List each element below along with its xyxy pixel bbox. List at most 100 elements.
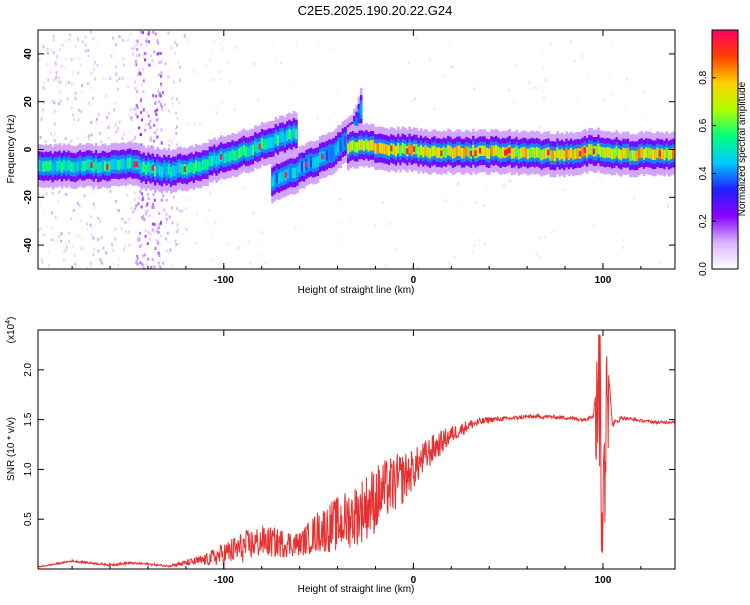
spectrogram-ridge-cell (172, 165, 175, 176)
spectrogram-ridge-cell (287, 168, 290, 179)
spectrogram-cell (39, 203, 42, 207)
spectrogram-cell (271, 43, 274, 47)
spectrogram-cell (172, 195, 175, 199)
spectrogram-cell (91, 233, 93, 237)
spectrogram-cell (157, 41, 159, 45)
spectrogram-ridge-cell (307, 157, 311, 169)
spectrogram-ridge-cell (347, 143, 350, 155)
spectrogram-ridge-cell (497, 146, 500, 158)
spectrogram-cell (54, 71, 57, 75)
spectrogram-ridge-cell (222, 152, 225, 164)
spectrogram-cell (108, 122, 110, 126)
spectrogram-ridge-cell (309, 156, 313, 168)
spectrogram-ridge-cell (325, 150, 329, 161)
spectrogram-cell (141, 267, 144, 269)
spectrogram-cell (154, 94, 157, 98)
spectrogram-cell (91, 187, 94, 191)
spectrogram-cell (538, 256, 541, 260)
spectrogram-ridge-cell (144, 164, 148, 175)
spectrogram-cell (158, 51, 161, 55)
spectrogram-cell (179, 209, 182, 213)
spectrogram-cell (129, 108, 132, 111)
spectrogram-cell (40, 116, 43, 120)
spectrogram-cell (73, 118, 76, 122)
spectrogram-cell (136, 115, 139, 119)
spectrogram-ridge-cell (274, 133, 278, 144)
spectrogram-ridge-cell (341, 137, 345, 148)
spectrogram-ridge-cell (286, 130, 289, 141)
spectrogram-cell (659, 261, 662, 265)
spectrogram-cell (159, 74, 162, 78)
spectrogram-cell (185, 228, 188, 232)
spectrogram-cell (145, 204, 148, 208)
spectrogram-ridge-cell (208, 155, 212, 167)
spectrogram-cell (249, 261, 252, 265)
spectrogram-cell (535, 253, 538, 257)
spectrogram-cell (74, 262, 77, 266)
spectrogram-ridge-cell (204, 159, 207, 170)
spectrogram-cell (134, 135, 136, 139)
spectrogram-cell (474, 201, 477, 205)
spectrogram-cell (83, 194, 86, 198)
spectrogram-cell (481, 220, 484, 224)
spectrogram-cell (154, 131, 157, 135)
spectrogram-cell (55, 71, 58, 74)
spectrogram-cell (381, 201, 384, 205)
spectrogram-cell (178, 242, 181, 246)
spectrogram-cell (51, 211, 53, 215)
spectrogram-ridge-cell (58, 159, 62, 170)
spectrogram-ridge-cell (119, 159, 123, 170)
spectrogram-ridge-cell (104, 160, 107, 172)
spectrogram-cell (171, 231, 174, 235)
spectrogram-cell (667, 204, 669, 208)
spectrogram-cell (295, 41, 298, 45)
spectrogram-ridge-cell (626, 147, 630, 159)
spectrogram-cell (142, 54, 145, 58)
spectrogram-ridge-cell (351, 140, 355, 151)
spectrogram-cell (633, 197, 636, 201)
spectrogram-cell (215, 111, 218, 115)
spectrogram-cell (46, 62, 49, 66)
spectrogram-cell (169, 248, 172, 252)
spectrogram-cell (485, 184, 488, 188)
spectrogram-cell (43, 233, 46, 237)
spectrogram-cell (247, 240, 250, 244)
spectrogram-cell (174, 127, 177, 131)
spectrogram-cell (336, 90, 338, 94)
spectrogram-ridge-cell (94, 159, 98, 170)
spectrogram-cell (148, 231, 150, 235)
spectrogram-cell (159, 60, 162, 64)
spectrogram-cell (135, 63, 138, 67)
spectrogram-ridge-cell (442, 146, 446, 158)
spectrogram-ridge-cell (554, 150, 557, 162)
spectrogram-cell (70, 106, 73, 110)
spectrogram-cell (97, 216, 100, 220)
spectrogram-ridge-cell (278, 173, 281, 184)
spectrogram-cell (51, 191, 54, 195)
spectrogram-cell (209, 191, 212, 195)
spectrogram-ridge-cell (165, 165, 168, 177)
spectrogram-cell (162, 194, 165, 198)
spectrogram-cell (135, 256, 138, 260)
spectrogram-cell (450, 65, 452, 69)
colorbar-tick-label: 0.6 (698, 118, 709, 132)
spectrogram-cell (141, 192, 143, 196)
spectrogram-ridge-cell (113, 159, 116, 170)
spectrogram-cell (113, 101, 116, 105)
spectrogram-cell (160, 105, 163, 109)
spectrogram-cell (55, 76, 58, 80)
spectrogram-ridge-cell (670, 148, 673, 160)
snr-frame (37, 329, 676, 570)
spectrogram-cell (46, 51, 49, 55)
spectrogram-cell (273, 62, 276, 66)
spectrogram-ridge-cell (69, 161, 73, 173)
spectrogram-ridge-cell (67, 159, 71, 171)
spectrogram-cell (195, 71, 197, 75)
spectrogram-cell (133, 47, 136, 50)
spectrogram-cell (152, 31, 155, 34)
spectrogram-cell (418, 81, 421, 85)
spectrogram-ridge-cell (401, 142, 405, 154)
spectrogram-cell (156, 52, 159, 56)
spectrogram-cell (105, 251, 108, 255)
spectrogram-ridge-cell (399, 145, 402, 156)
